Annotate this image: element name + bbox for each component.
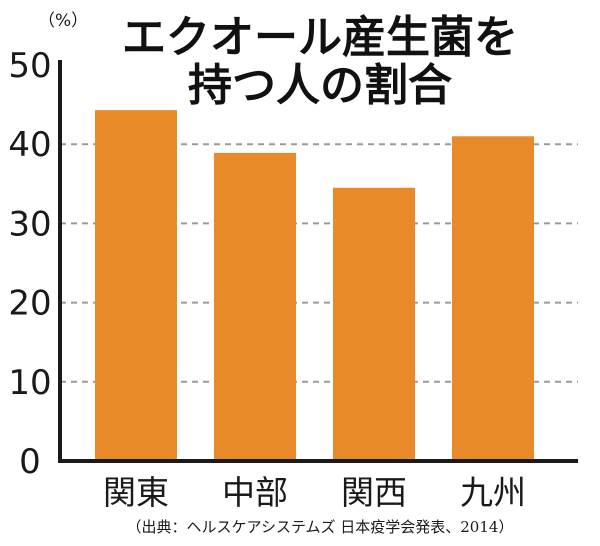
x-tick-label-3: 九州: [460, 473, 526, 512]
bar-1: [214, 152, 296, 462]
unit-label: （%）: [38, 11, 88, 31]
y-tick-label-40: 40: [8, 125, 51, 165]
x-tick-label-1: 中部: [222, 473, 288, 512]
bar-2: [333, 187, 415, 461]
bar-3: [452, 136, 534, 461]
bar-0: [95, 110, 177, 462]
y-tick-label-20: 20: [8, 284, 51, 324]
x-tick-labels: 関東 中部 関西 九州: [103, 473, 526, 512]
bars: [95, 110, 534, 462]
y-tick-label-0: 0: [19, 442, 41, 482]
y-tick-labels: 0 10 20 30 40 50: [8, 46, 51, 482]
axes: [58, 60, 578, 463]
chart-title-line-2: 持つ人の割合: [188, 60, 452, 111]
x-tick-label-0: 関東: [103, 473, 169, 512]
y-tick-label-30: 30: [8, 204, 51, 244]
y-tick-label-10: 10: [8, 363, 51, 403]
y-tick-label-50: 50: [8, 46, 51, 86]
chart-title-line-1: エクオール産生菌を: [122, 12, 518, 63]
source-note: （出典：ヘルスケアシステムズ 日本疫学会発表、2014）: [127, 518, 514, 536]
x-tick-label-2: 関西: [341, 473, 407, 512]
